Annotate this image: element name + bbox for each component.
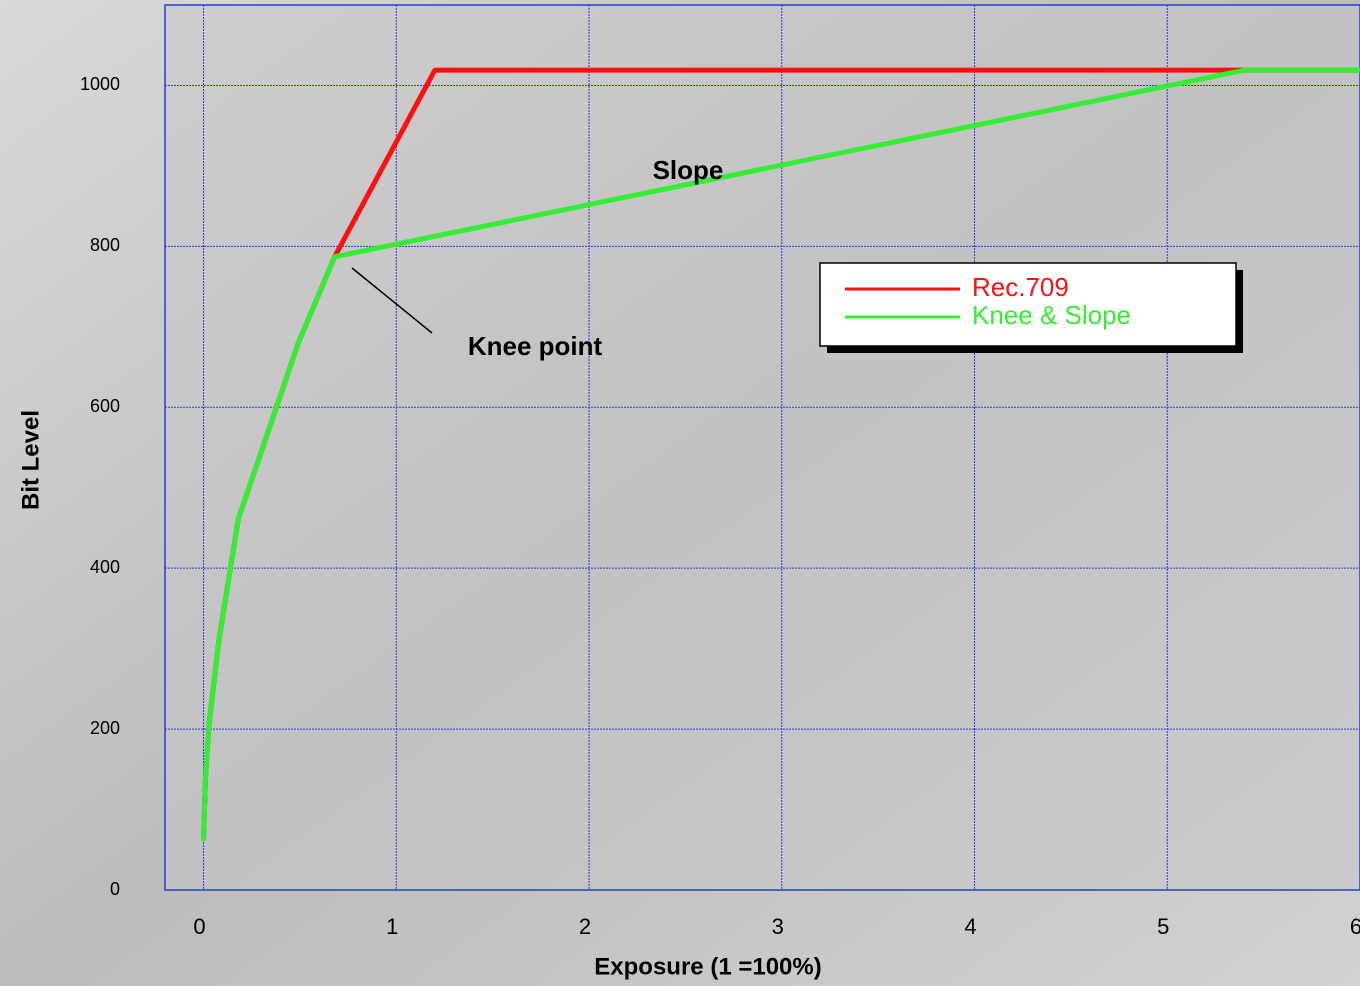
y-tick-label: 200 (90, 718, 120, 738)
y-tick-label: 0 (110, 879, 120, 899)
line-series (201, 67, 1360, 842)
legend-label: Knee & Slope (972, 300, 1131, 330)
legend-box (819, 262, 1237, 347)
x-tick-label: 1 (386, 914, 398, 939)
y-tick-label: 800 (90, 235, 120, 255)
x-tick-label: 5 (1157, 914, 1169, 939)
y-tick-label: 600 (90, 396, 120, 416)
x-tick-label: 4 (964, 914, 976, 939)
legend-label: Rec.709 (972, 272, 1069, 302)
x-axis-label: Exposure (1 =100%) (594, 953, 821, 980)
y-axis-label: Bit Level (17, 410, 44, 510)
y-tick-label: 400 (90, 557, 120, 577)
y-tick-label: 1000 (80, 74, 120, 94)
annotation: Knee point (468, 331, 603, 361)
annotation: Slope (653, 155, 724, 185)
x-tick-label: 3 (772, 914, 784, 939)
annotation-pointer (351, 267, 433, 334)
x-tick-label: 2 (579, 914, 591, 939)
plot-area (164, 4, 1360, 891)
x-tick-label: 0 (193, 914, 205, 939)
x-tick-label: 6 (1350, 914, 1360, 939)
lines (201, 67, 1360, 842)
grid (165, 5, 1360, 891)
